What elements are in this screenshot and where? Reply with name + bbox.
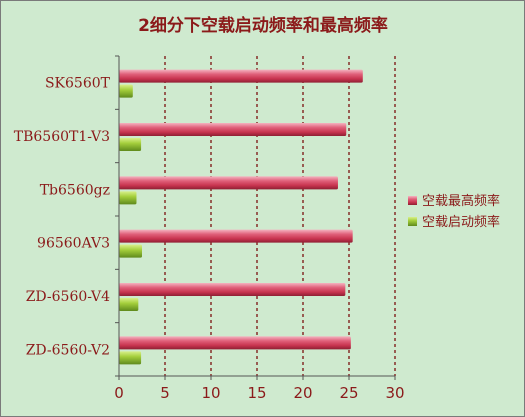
bar-start-2 — [119, 191, 137, 205]
category-label: TB6560T1-V3 — [14, 129, 110, 145]
category-label: 96560AV3 — [37, 236, 110, 252]
chart-title: 2细分下空载启动频率和最高频率 — [138, 15, 388, 36]
x-axis-labels: 0 5 10 15 20 25 30 — [114, 384, 404, 402]
legend-label-0: 空载最高频率 — [422, 193, 500, 209]
x-tick-label: 5 — [160, 384, 170, 402]
x-tick-label: 0 — [114, 384, 124, 402]
bar-max-2 — [119, 176, 338, 190]
bar-max-5 — [119, 336, 351, 350]
bars — [119, 69, 363, 365]
bar-start-0 — [119, 84, 133, 98]
bar-max-3 — [119, 229, 353, 243]
bar-max-4 — [119, 283, 346, 296]
bar-max-1 — [119, 123, 347, 136]
category-label: Tb6560gz — [40, 182, 110, 198]
gridlines — [164, 56, 396, 376]
x-tick-label: 15 — [247, 384, 266, 402]
bar-start-1 — [119, 138, 142, 151]
legend-swatch-0 — [408, 196, 417, 205]
y-axis-labels: SK6560T TB6560T1-V3 Tb6560gz 96560AV3 ZD-656… — [14, 76, 111, 359]
legend-label-1: 空载启动频率 — [422, 214, 500, 230]
legend-swatch-1 — [408, 217, 417, 226]
x-tick-label: 25 — [339, 384, 358, 402]
axes — [115, 55, 396, 380]
category-label: ZD-6560-V4 — [26, 289, 110, 305]
bar-start-5 — [119, 351, 142, 365]
bar-max-0 — [119, 69, 363, 83]
x-tick-label: 20 — [293, 384, 312, 402]
bar-start-4 — [119, 298, 139, 311]
x-tick-label: 30 — [385, 384, 404, 402]
category-label: ZD-6560-V2 — [26, 342, 110, 358]
bar-start-3 — [119, 244, 142, 258]
x-tick-label: 10 — [201, 384, 220, 402]
category-label: SK6560T — [45, 76, 111, 92]
